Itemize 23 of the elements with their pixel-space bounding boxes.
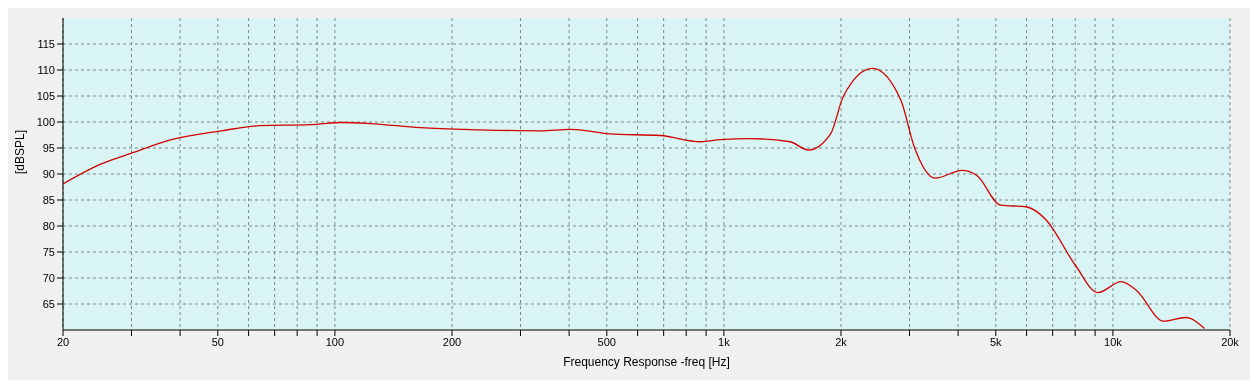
y-tick-label: 110: [37, 63, 55, 76]
y-tick-label: 100: [36, 115, 55, 128]
x-tick-label: 2k: [835, 335, 848, 348]
x-tick-label: 5k: [989, 335, 1003, 348]
x-tick-label: 100: [325, 335, 345, 348]
x-tick-label: 1k: [718, 335, 731, 348]
x-tick-label: 20k: [1221, 335, 1240, 348]
y-axis-title: [dBSPL]: [13, 129, 28, 174]
x-axis-title: Frequency Response -freq [Hz]: [563, 355, 730, 369]
y-tick-label: 95: [42, 141, 55, 154]
y-tick-label: 70: [42, 271, 55, 284]
y-tick-label: 75: [42, 245, 55, 258]
y-tick-label: 90: [42, 167, 55, 180]
y-tick-label: 105: [36, 89, 55, 102]
y-tick-label: 115: [37, 37, 55, 50]
x-tick-label: 50: [211, 335, 224, 348]
y-tick-label: 85: [42, 193, 55, 206]
x-tick-label: 200: [442, 335, 462, 348]
y-tick-label: 80: [42, 219, 55, 232]
y-tick-label: 65: [42, 297, 55, 310]
x-tick-label: 20: [56, 335, 70, 348]
x-tick-label: 500: [597, 335, 616, 348]
x-tick-label: 10k: [1104, 335, 1123, 348]
